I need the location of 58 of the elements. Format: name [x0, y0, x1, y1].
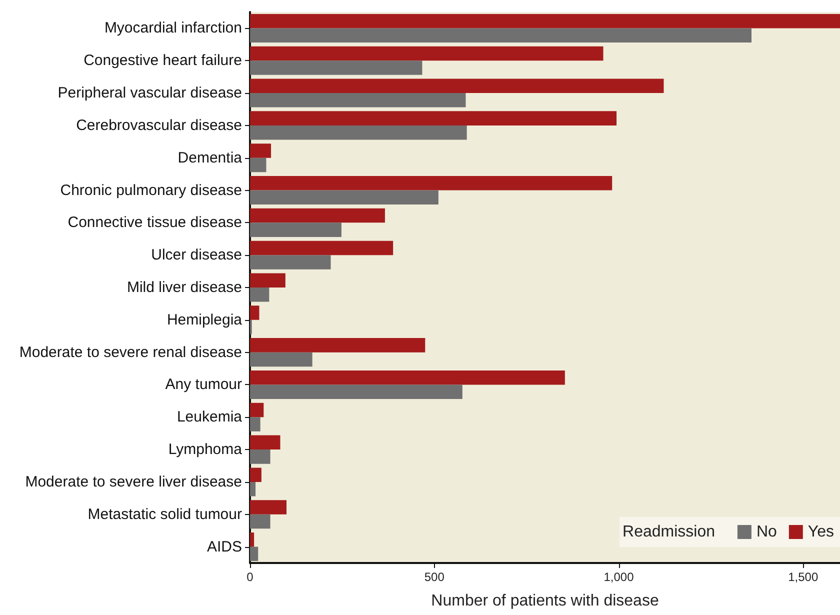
y-tick-label: Myocardial infarction — [104, 20, 242, 37]
bar — [250, 240, 394, 256]
x-tick-label: 1,000 — [604, 570, 634, 584]
y-tick-label: Mild liver disease — [126, 279, 242, 296]
bar — [250, 190, 438, 205]
y-tick-label: Moderate to severe renal disease — [19, 344, 242, 361]
bar — [250, 482, 256, 496]
x-tick-label: 500 — [424, 570, 445, 584]
bar — [250, 435, 280, 450]
bar — [250, 60, 422, 75]
legend-label: Yes — [808, 524, 834, 540]
bar — [250, 273, 286, 288]
bar — [250, 28, 752, 42]
y-tick-label: Cerebrovascular disease — [76, 116, 242, 134]
y-tick-label: Connective tissue disease — [68, 214, 242, 232]
bar — [250, 546, 258, 562]
bar — [250, 514, 270, 529]
bar — [250, 417, 260, 432]
bar — [250, 255, 331, 270]
bar — [250, 532, 254, 547]
bar — [250, 468, 262, 482]
bar — [250, 288, 270, 302]
y-tick-label: Moderate to severe liver disease — [25, 473, 242, 490]
bar — [250, 402, 264, 418]
bar — [250, 370, 565, 385]
bar — [250, 158, 266, 172]
bar — [250, 46, 604, 61]
bar — [250, 450, 270, 464]
bar — [250, 144, 272, 158]
y-tick-label: Leukemia — [176, 408, 243, 426]
legend-title: Readmission — [622, 524, 715, 540]
bar — [250, 111, 617, 126]
y-tick-label: Ulcer disease — [151, 246, 242, 264]
y-tick-label: Peripheral vascular disease — [58, 84, 242, 102]
y-tick-label: Dementia — [178, 149, 243, 166]
bar — [250, 384, 462, 399]
bar — [250, 93, 466, 108]
bar — [250, 125, 467, 140]
y-tick-label: Hemiplegia — [166, 311, 243, 328]
bar — [250, 222, 342, 237]
y-tick-label: Any tumour — [165, 376, 242, 394]
legend-label: No — [756, 524, 777, 540]
bar — [250, 176, 612, 190]
x-axis-title: Number of patients with disease — [431, 592, 659, 610]
bar — [250, 338, 426, 352]
bar — [250, 352, 312, 367]
y-tick-label: Congestive heart failure — [84, 52, 242, 70]
bar — [250, 78, 664, 94]
x-tick-label: 1,500 — [788, 570, 818, 584]
bar — [250, 306, 260, 320]
bar — [250, 500, 287, 514]
x-tick-label: 0 — [246, 570, 254, 584]
y-tick-label: AIDS — [206, 538, 242, 556]
bar — [250, 14, 840, 28]
y-tick-label: Lymphoma — [168, 441, 243, 458]
y-tick-label: Chronic pulmonary disease — [60, 182, 242, 199]
y-tick-label: Metastatic solid tumour — [88, 506, 242, 523]
bar — [250, 208, 385, 223]
